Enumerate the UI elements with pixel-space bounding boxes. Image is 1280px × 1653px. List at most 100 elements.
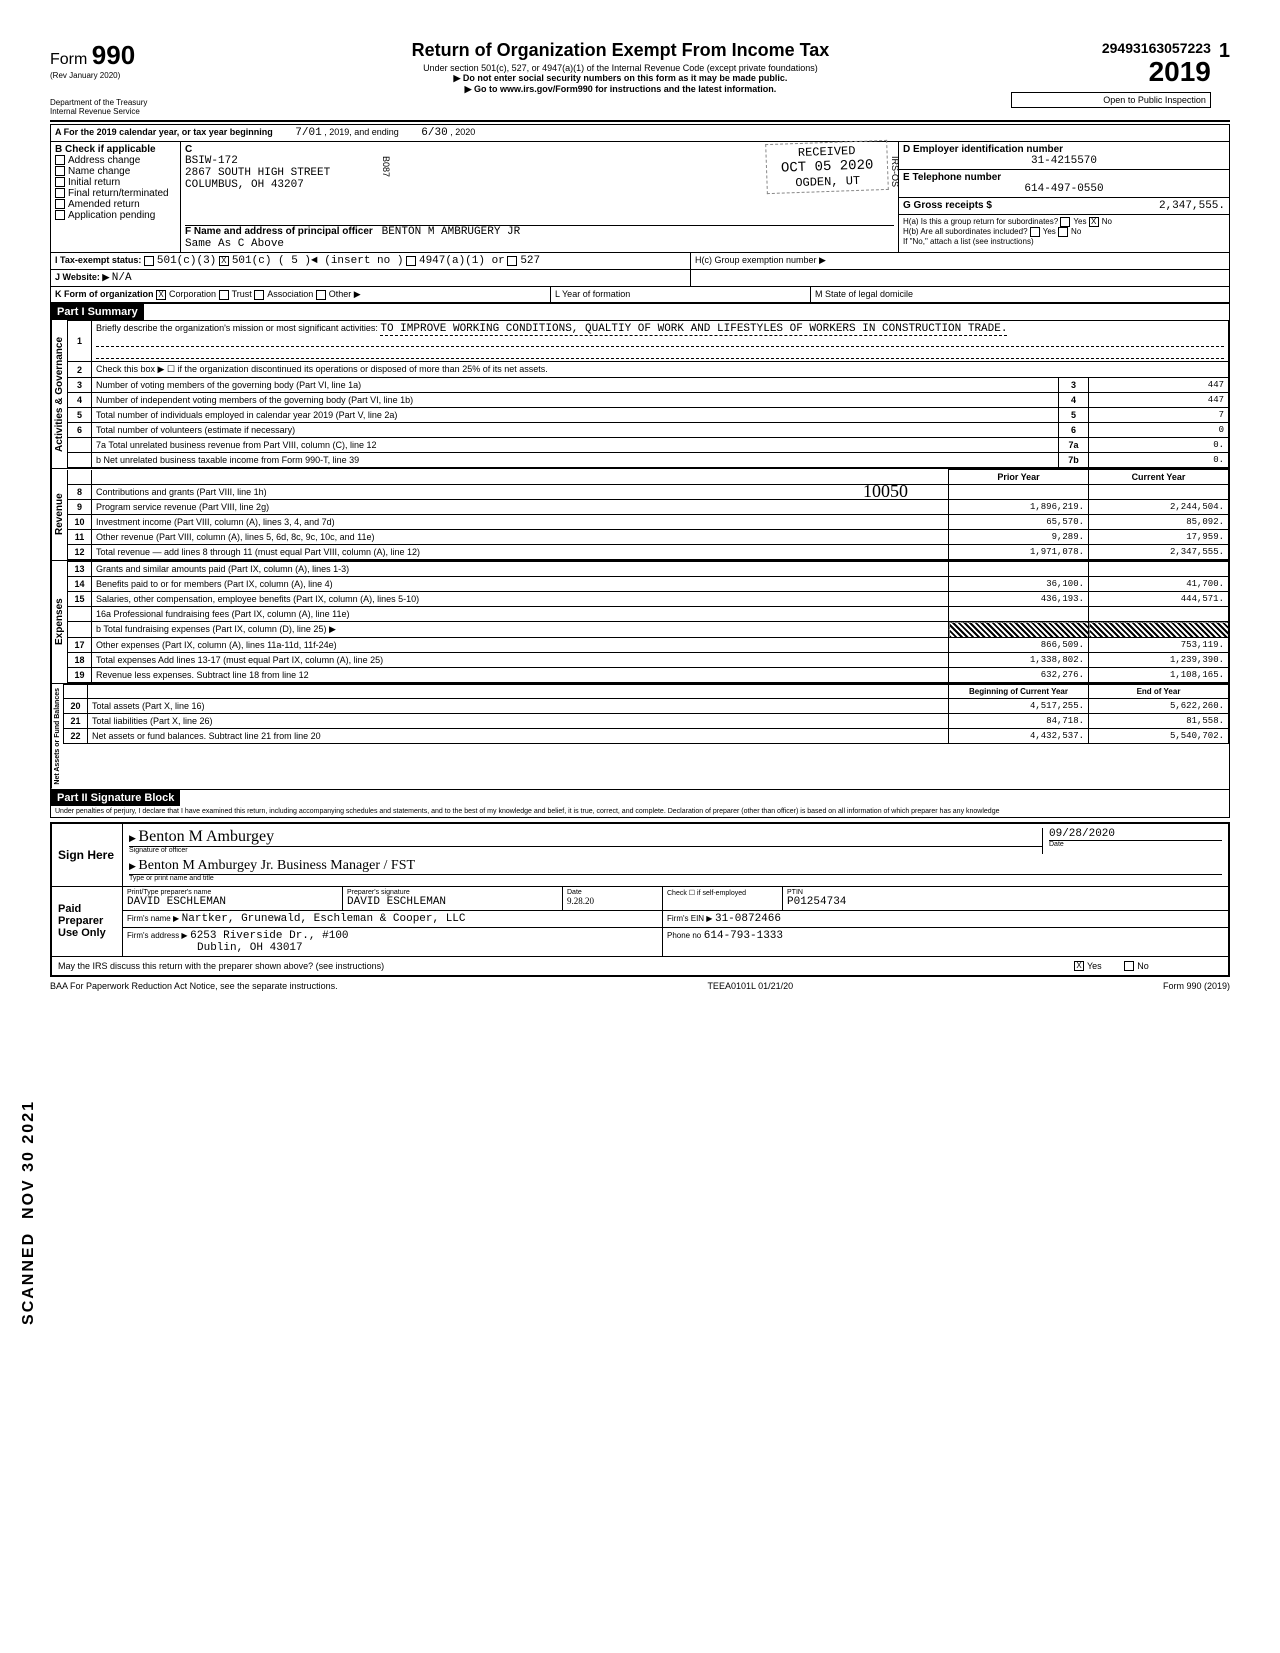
check-trust[interactable] xyxy=(219,290,229,300)
firm-addr1: 6253 Riverside Dr., #100 xyxy=(190,930,348,942)
received-stamp: RECEIVED OCT 05 2020 OGDEN, UT xyxy=(765,140,889,194)
activities-governance-label: Activities & Governance xyxy=(51,320,67,468)
paid-preparer-label: Paid Preparer Use Only xyxy=(52,887,122,956)
phone-value: 614-497-0550 xyxy=(903,183,1225,195)
discuss-no-check[interactable] xyxy=(1124,961,1134,971)
h-a-row: H(a) Is this a group return for subordin… xyxy=(903,217,1225,227)
officer-print-name: Benton M Amburgey Jr. Business Manager /… xyxy=(138,858,415,873)
h-b-row: H(b) Are all subordinates included? Yes … xyxy=(903,227,1225,237)
check-527[interactable] xyxy=(507,256,517,266)
line-j-label: J Website: ▶ xyxy=(55,272,109,282)
discuss-yes-check[interactable]: X xyxy=(1074,961,1084,971)
tax-year-end-year: , 2020 xyxy=(450,127,475,137)
form-revision: (Rev January 2020) xyxy=(50,71,230,80)
check-amended-return[interactable]: Amended return xyxy=(55,199,176,210)
firm-name-label: Firm's name ▶ xyxy=(127,914,179,923)
tax-year: 2019 xyxy=(1011,56,1211,88)
firm-phone-label: Phone no xyxy=(667,931,701,940)
form-number: Form 990 xyxy=(50,40,230,71)
part-i-header: Part I Summary xyxy=(51,304,144,320)
line-22: 22Net assets or fund balances. Subtract … xyxy=(64,729,1229,744)
officer-addr: Same As C Above xyxy=(185,238,894,250)
tax-year-begin: 7/01 xyxy=(295,127,321,139)
firm-phone: 614-793-1333 xyxy=(704,930,783,942)
line-5: 5 Total number of individuals employed i… xyxy=(68,408,1229,423)
preparer-date: 9.28.20 xyxy=(567,896,658,906)
prior-current-header: Prior Year Current Year xyxy=(68,470,1229,485)
box-e-label: E Telephone number xyxy=(903,172,1225,183)
mission-text: TO IMPROVE WORKING CONDITIONS, QUALTIY O… xyxy=(380,323,1007,336)
line-7a: 7a Total unrelated business revenue from… xyxy=(68,438,1229,453)
revenue-label: Revenue xyxy=(51,469,67,560)
check-final-return[interactable]: Final return/terminated xyxy=(55,188,176,199)
box-f-label: F Name and address of principal officer xyxy=(185,226,373,237)
check-501c[interactable]: X xyxy=(219,256,229,266)
line-10: 10Investment income (Part VIII, column (… xyxy=(68,515,1229,530)
line-a: A For the 2019 calendar year, or tax yea… xyxy=(50,124,1230,141)
check-application-pending[interactable]: Application pending xyxy=(55,210,176,221)
line-8: 8 Contributions and grants (Part VIII, l… xyxy=(68,485,1229,500)
preparer-sig-label: Preparer's signature xyxy=(347,889,558,896)
line-13: 13Grants and similar amounts paid (Part … xyxy=(68,562,1229,577)
line-9: 9Program service revenue (Part VIII, lin… xyxy=(68,500,1229,515)
footer-code: TEEA0101L 01/21/20 xyxy=(707,981,793,991)
self-employed-check[interactable]: Check ☐ if self-employed xyxy=(663,887,783,910)
perjury-text: Under penalties of perjury, I declare th… xyxy=(50,806,1230,818)
line-6: 6 Total number of volunteers (estimate i… xyxy=(68,423,1229,438)
preparer-signature: DAVID ESCHLEMAN xyxy=(347,896,558,908)
check-initial-return[interactable]: Initial return xyxy=(55,177,176,188)
line-2: 2 Check this box ▶ ☐ if the organization… xyxy=(68,362,1229,378)
check-501c3[interactable] xyxy=(144,256,154,266)
line-16b: b Total fundraising expenses (Part IX, c… xyxy=(68,622,1229,638)
firm-name: Nartker, Grunewald, Eschleman & Cooper, … xyxy=(182,913,466,925)
dept-treasury: Department of the Treasury Internal Reve… xyxy=(50,98,230,116)
line-17: 17Other expenses (Part IX, column (A), l… xyxy=(68,638,1229,653)
line-i-label: I Tax-exempt status: xyxy=(55,255,141,265)
ein-value: 31-4215570 xyxy=(903,155,1225,167)
omb-number: 29493163057223 xyxy=(1011,40,1211,56)
firm-addr2: Dublin, OH 43017 xyxy=(197,942,658,954)
line-11: 11Other revenue (Part VIII, column (A), … xyxy=(68,530,1229,545)
line-k-label: K Form of organization xyxy=(55,289,154,299)
line-a-mid: , 2019, and ending xyxy=(324,127,399,137)
handwritten-stamp: 10050 xyxy=(863,481,908,502)
footer-baa: BAA For Paperwork Reduction Act Notice, … xyxy=(50,981,338,991)
line-16a: 16a Professional fundraising fees (Part … xyxy=(68,607,1229,622)
expenses-label: Expenses xyxy=(51,561,67,683)
form-subtitle: Under section 501(c), 527, or 4947(a)(1)… xyxy=(250,63,991,73)
check-address-change[interactable]: Address change xyxy=(55,155,176,166)
gross-receipts: 2,347,555. xyxy=(1159,200,1225,212)
website-value: N/A xyxy=(112,272,132,284)
check-other[interactable] xyxy=(316,290,326,300)
line-4: 4 Number of independent voting members o… xyxy=(68,393,1229,408)
box-b-label: B Check if applicable xyxy=(55,144,176,155)
firm-ein-label: Firm's EIN ▶ xyxy=(667,914,712,923)
scanned-stamp: SCANNED NOV 30 2021 xyxy=(20,1100,38,1325)
h-b-note: If "No," attach a list (see instructions… xyxy=(903,237,1225,246)
check-assoc[interactable] xyxy=(254,290,264,300)
h-c-row: H(c) Group exemption number ▶ xyxy=(691,253,1229,269)
line-1: 1 Briefly describe the organization's mi… xyxy=(68,321,1229,362)
stamp-irs: IRS-OS xyxy=(890,156,900,187)
print-name-label: Type or print name and title xyxy=(129,874,1222,882)
firm-ein: 31-0872466 xyxy=(715,913,781,925)
officer-name: BENTON M AMBRUGERY JR xyxy=(382,226,521,238)
line-7b: b Net unrelated business taxable income … xyxy=(68,453,1229,468)
page-number: 1 xyxy=(1219,40,1230,63)
preparer-name: DAVID ESCHLEMAN xyxy=(127,896,338,908)
open-to-public: Open to Public Inspection xyxy=(1011,92,1211,108)
form-title: Return of Organization Exempt From Incom… xyxy=(250,40,991,61)
check-corp[interactable]: X xyxy=(156,290,166,300)
part-ii-header: Part II Signature Block xyxy=(51,790,180,806)
sig-officer-label: Signature of officer xyxy=(129,846,1042,854)
check-name-change[interactable]: Name change xyxy=(55,166,176,177)
na-header: Beginning of Current Year End of Year xyxy=(64,685,1229,699)
line-3: 3 Number of voting members of the govern… xyxy=(68,378,1229,393)
discuss-question: May the IRS discuss this return with the… xyxy=(52,957,1068,976)
line-18: 18Total expenses Add lines 13-17 (must e… xyxy=(68,653,1229,668)
check-4947[interactable] xyxy=(406,256,416,266)
line-14: 14Benefits paid to or for members (Part … xyxy=(68,577,1229,592)
box-d-label: D Employer identification number xyxy=(903,144,1225,155)
year-formation-label: L Year of formation xyxy=(551,287,811,302)
line-15: 15Salaries, other compensation, employee… xyxy=(68,592,1229,607)
